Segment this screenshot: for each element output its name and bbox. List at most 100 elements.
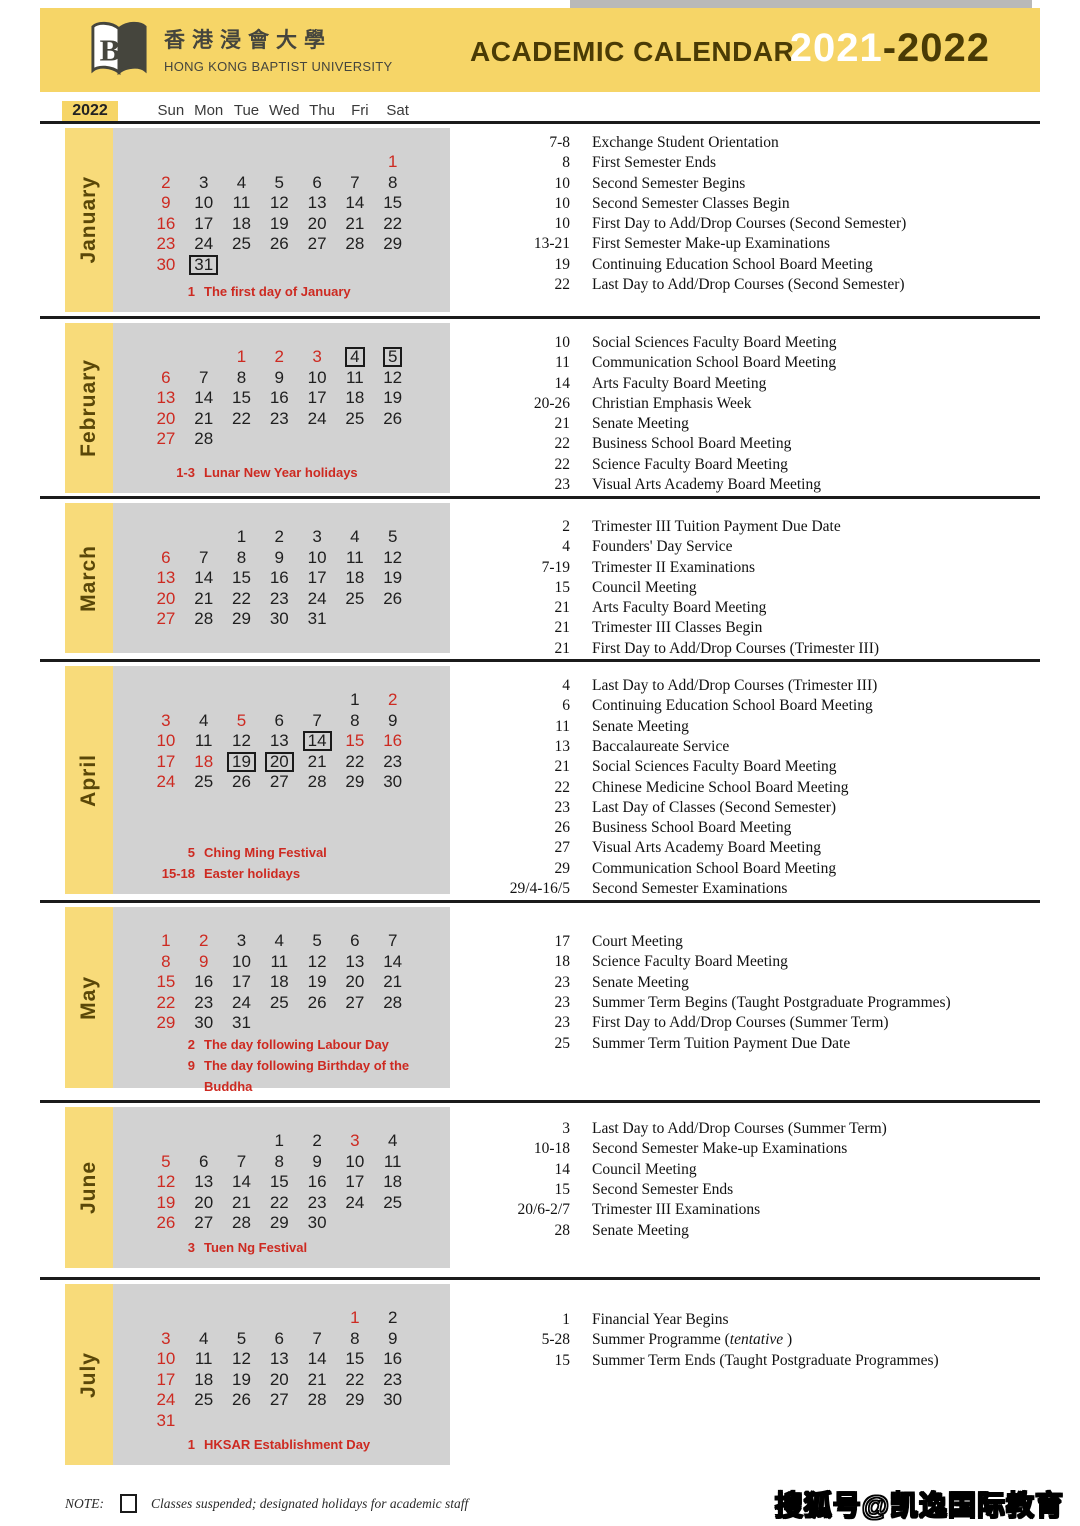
- calendar-cell: 13: [147, 568, 185, 589]
- calendar-day: 4: [198, 710, 209, 730]
- calendar-cell: 24: [147, 772, 185, 793]
- calendar-cell: 7: [223, 1152, 261, 1173]
- holiday-note-date: 1-3: [176, 465, 195, 480]
- calendar-cell: 25: [185, 1390, 223, 1411]
- event-row: 1 Financial Year Begins: [450, 1310, 1040, 1330]
- event-description: Financial Year Begins: [592, 1311, 729, 1329]
- svg-text:B: B: [100, 33, 121, 68]
- calendar-day: 15: [232, 388, 251, 407]
- calendar-day: 5: [382, 347, 403, 367]
- calendar-cell: 18: [260, 972, 298, 993]
- calendar-day: 11: [346, 547, 364, 567]
- calendar-day: 26: [383, 408, 403, 428]
- calendar-cell: 15: [336, 1349, 374, 1370]
- holiday-note-text: The first day of January: [204, 284, 351, 299]
- calendar-day: 3: [198, 172, 209, 192]
- calendar-day: 14: [307, 1349, 327, 1369]
- events-list: 17 Court Meeting 18 Science Faculty Board M…: [450, 903, 1040, 1100]
- holiday-note-date: 5: [187, 845, 195, 861]
- month-section: March 1 2 3 4 5 6 7 8 9 10 11 12 13 14 15 16 17 18 19 20 21 2…: [40, 496, 1040, 659]
- calendar-cell: 24: [223, 993, 261, 1014]
- page-title: ACADEMIC CALENDAR: [470, 36, 795, 67]
- event-description: Council Meeting: [592, 1160, 697, 1178]
- calendar-day: 26: [383, 588, 403, 608]
- calendar-cell: 27: [147, 429, 185, 450]
- calendar-day: 6: [274, 710, 285, 730]
- event-date: 17: [554, 933, 571, 951]
- calendar-cell: 28: [298, 772, 336, 793]
- year-end: 2022: [897, 26, 990, 70]
- calendar-cell: 18: [336, 388, 374, 409]
- calendar-day: 19: [156, 1192, 176, 1212]
- calendar-cell: 5: [147, 1152, 185, 1173]
- calendar-day: 20: [264, 751, 294, 772]
- calendar-cell: 26: [298, 993, 336, 1014]
- event-row: 29 Communication School Board Meeting: [450, 859, 1040, 879]
- calendar-cell: 3: [147, 1329, 185, 1350]
- calendar-cell: 2: [185, 931, 223, 952]
- calendar-day: 26: [269, 234, 289, 253]
- calendar-day: 6: [198, 1151, 209, 1171]
- calendar-cell: 20: [260, 1370, 298, 1391]
- event-date: 23: [554, 973, 571, 991]
- calendar-day: 25: [345, 408, 365, 428]
- calendar-cell: 8: [336, 711, 374, 732]
- event-description: Council Meeting: [592, 578, 697, 596]
- calendar-cell: 9: [374, 711, 412, 732]
- holiday-note-text: Easter holidays: [204, 866, 301, 882]
- calendar-day: 11: [194, 731, 213, 751]
- calendar-cell: 6: [298, 173, 336, 194]
- calendar-day: 17: [307, 388, 327, 407]
- calendar-day: 21: [194, 408, 214, 428]
- event-date: 15: [554, 1180, 571, 1198]
- calendar-day: 23: [194, 992, 214, 1012]
- calendar-cell: 30: [185, 1013, 223, 1034]
- calendar-day: 22: [345, 1369, 365, 1389]
- calendar-cell: 21: [336, 214, 374, 235]
- event-description: Arts Faculty Board Meeting: [592, 599, 767, 617]
- empty-cell: [298, 690, 336, 711]
- calendar-cell: 27: [185, 1213, 223, 1234]
- events-list: 7-8 Exchange Student Orientation 8 First Se…: [450, 124, 1040, 316]
- event-description: Summer Term Tuition Payment Due Date: [592, 1034, 851, 1052]
- calendar-day: 18: [383, 1172, 403, 1192]
- calendar-day: 29: [156, 1013, 176, 1033]
- calendar-day: 19: [383, 388, 403, 407]
- calendar-day: 23: [156, 234, 176, 253]
- calendar-day: 16: [307, 1172, 327, 1192]
- calendar-day: 11: [232, 193, 251, 212]
- calendar-cell: 8: [260, 1152, 298, 1173]
- event-description: Continuing Education School Board Meetin…: [592, 697, 873, 715]
- calendar-day: 29: [232, 609, 251, 628]
- calendar-cell: 1: [147, 931, 185, 952]
- calendar-cell: 22: [336, 1370, 374, 1391]
- event-row: 10 Social Sciences Faculty Board Meeting: [450, 333, 1040, 353]
- event-description: Communication School Board Meeting: [592, 859, 837, 877]
- calendar-cell: 19: [374, 568, 412, 589]
- calendar-day: 28: [307, 1390, 327, 1410]
- calendar-cell: 2: [298, 1131, 336, 1152]
- calendar-day: 27: [307, 234, 327, 253]
- calendar-day: 19: [383, 568, 403, 587]
- calendar-day: 12: [232, 1349, 251, 1369]
- event-row: 21 Social Sciences Faculty Board Meeting: [450, 757, 1040, 777]
- empty-cell: [223, 152, 261, 173]
- calendar-day: 23: [269, 588, 289, 608]
- holiday-note-text: Lunar New Year holidays: [204, 465, 358, 480]
- calendar-day: 5: [236, 710, 247, 730]
- event-description: Senate Meeting: [592, 973, 689, 991]
- event-row: 14 Council Meeting: [450, 1160, 1040, 1180]
- events-list: 2 Trimester III Tuition Payment Due Date 4…: [450, 499, 1040, 659]
- calendar-day: 4: [198, 1328, 209, 1348]
- calendar-grid: 1 2 3 4 5 6 7 8 9 10 11 12 13 14 15 16 17 18 19 20 21 22 23 24 2…: [147, 1131, 450, 1234]
- weekday-label: Sat: [386, 102, 409, 119]
- calendar-cell: 9: [147, 193, 185, 214]
- holiday-note: 3 Tuen Ng Festival: [147, 1237, 450, 1258]
- month-label: May: [65, 907, 113, 1089]
- calendar-cell: 5: [260, 173, 298, 194]
- weekday-label: Sun: [157, 102, 185, 119]
- calendar-cell: 6: [147, 548, 185, 569]
- calendar-day: 7: [236, 1151, 247, 1171]
- calendar-cell: 8: [223, 548, 261, 569]
- calendar-cell: 16: [260, 388, 298, 409]
